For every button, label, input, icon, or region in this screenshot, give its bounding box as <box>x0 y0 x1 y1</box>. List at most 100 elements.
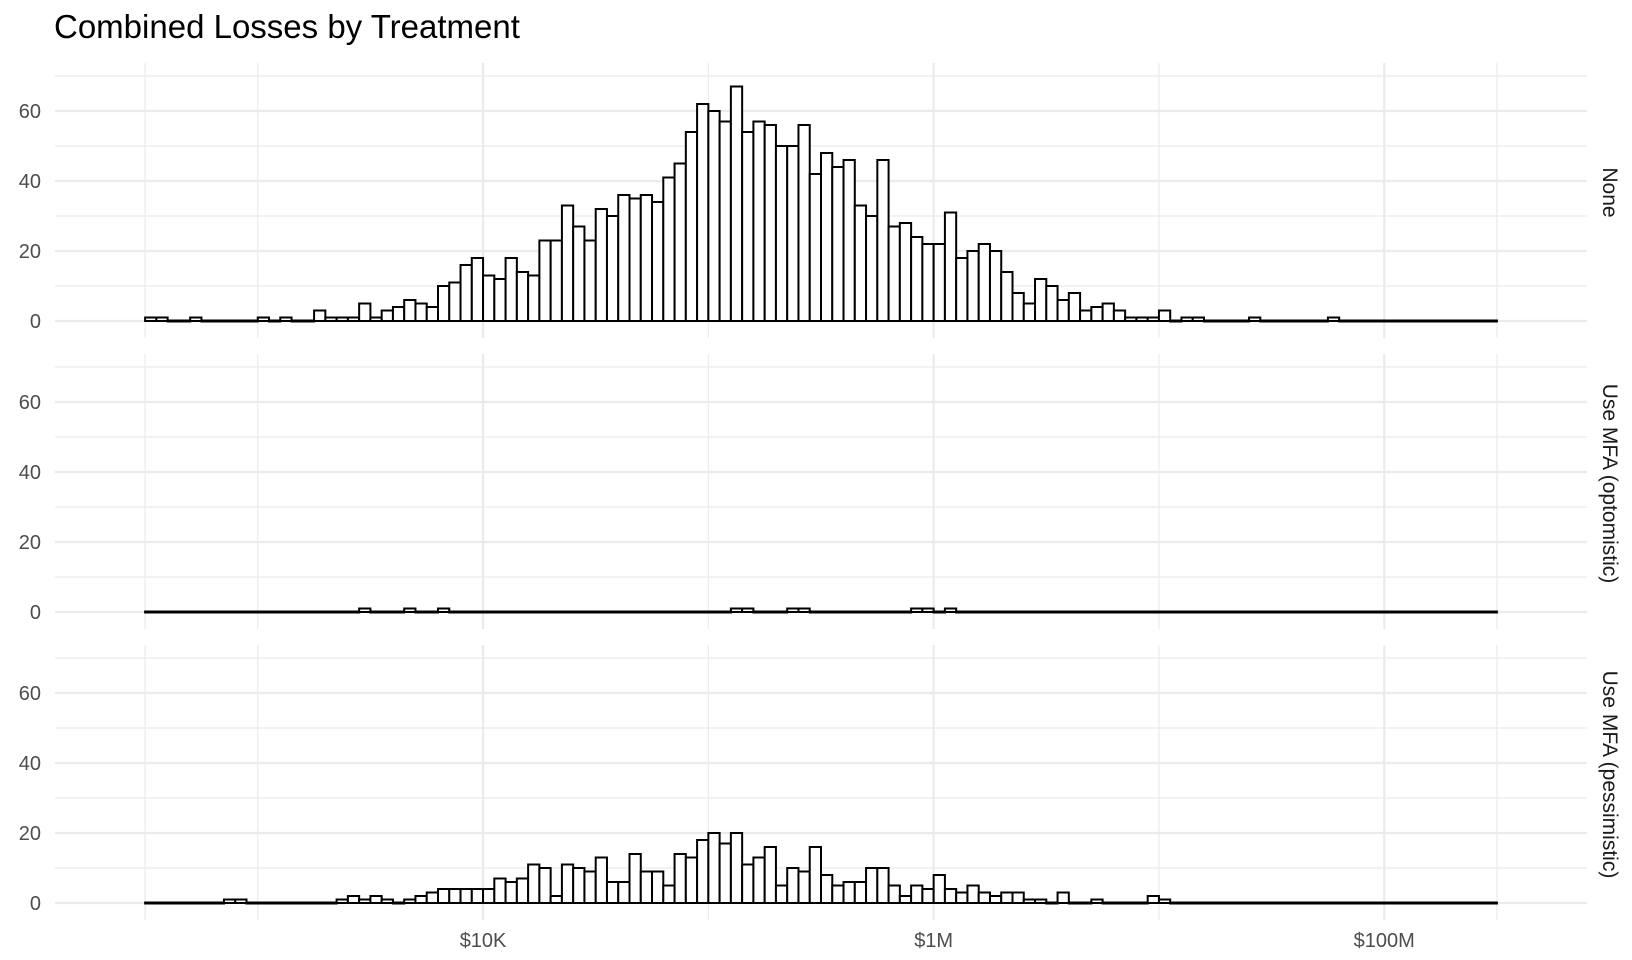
histogram-bar <box>1090 306 1104 322</box>
histogram-bar <box>1417 610 1431 614</box>
histogram-bar <box>1371 610 1386 614</box>
histogram-bar <box>977 243 991 322</box>
histogram-bar <box>1000 891 1014 904</box>
histogram-bar <box>1270 901 1284 905</box>
histogram-bar <box>1180 316 1194 322</box>
histogram-bar <box>1304 610 1318 614</box>
histogram-bar <box>1079 309 1093 322</box>
histogram-bar <box>966 250 980 322</box>
histogram-bar <box>1417 901 1431 905</box>
histogram-bar <box>797 607 811 613</box>
histogram-bar <box>234 319 248 323</box>
histogram-bar <box>808 610 822 614</box>
histogram-bar <box>696 839 710 904</box>
histogram-bar <box>1349 610 1363 614</box>
histogram-bar <box>245 901 259 905</box>
histogram-bar <box>898 610 913 614</box>
histogram-bar <box>1090 610 1104 614</box>
histogram-bar <box>1236 901 1251 905</box>
histogram-bar <box>1315 901 1329 905</box>
histogram-bar <box>549 895 563 904</box>
histogram-bar <box>459 264 473 322</box>
histogram-bar <box>955 610 969 614</box>
histogram-bar <box>605 215 620 322</box>
histogram-bar <box>1349 901 1363 905</box>
histogram-bar <box>955 257 969 322</box>
facet-strip-label: Use MFA (pessimistic) <box>1598 671 1621 879</box>
histogram-bar <box>797 870 811 904</box>
histogram-bar <box>1270 610 1284 614</box>
histogram-bar <box>617 194 631 322</box>
histogram-bar <box>1146 895 1160 904</box>
histogram-bar <box>335 316 349 322</box>
histogram-bar <box>290 319 304 323</box>
histogram-bar <box>684 131 699 322</box>
histogram-bar <box>808 173 822 322</box>
histogram-bar <box>1135 316 1149 322</box>
histogram-bar <box>1022 302 1037 322</box>
histogram-bar <box>1338 610 1352 614</box>
histogram-bar <box>842 610 856 614</box>
histogram-bar <box>966 884 980 904</box>
histogram-bar <box>335 898 349 904</box>
facet-panel: 0 20 40 60 None <box>19 63 1621 338</box>
y-tick-label: 60 <box>19 101 41 123</box>
histogram-bar <box>943 888 958 904</box>
histogram-bar <box>493 877 507 904</box>
x-tick-label: $100M <box>1354 930 1415 952</box>
histogram-bar <box>741 863 755 904</box>
histogram-bar <box>977 891 991 904</box>
histogram-bar <box>515 271 530 322</box>
histogram-bar <box>222 319 237 323</box>
histogram-bar <box>1112 610 1127 614</box>
histogram-bar <box>1214 319 1228 323</box>
histogram-bar <box>144 901 158 905</box>
histogram-bar <box>1259 610 1273 614</box>
histogram-bar <box>1338 319 1352 323</box>
histogram-bar <box>628 197 642 322</box>
histogram-bar <box>1383 610 1397 614</box>
histogram-bar <box>1394 319 1408 323</box>
y-tick-label: 40 <box>19 462 41 484</box>
histogram-bar <box>1360 610 1374 614</box>
histogram-bar <box>853 610 868 614</box>
histogram-bar <box>1439 610 1453 614</box>
x-axis: $10K $1M $100M <box>460 930 1415 952</box>
histogram-bar <box>932 243 946 322</box>
histogram-bar <box>1169 610 1183 614</box>
histogram-bar <box>1067 610 1082 614</box>
histogram-bar <box>741 607 755 613</box>
histogram-bar <box>268 610 282 614</box>
histogram-bar <box>662 610 676 614</box>
y-tick-label: 60 <box>19 392 41 414</box>
histogram-bar <box>876 159 890 322</box>
histogram-bar <box>1473 901 1487 905</box>
histogram-bar <box>482 888 496 904</box>
y-tick-label: 20 <box>19 823 41 845</box>
histogram-bar <box>324 901 338 905</box>
histogram-bar <box>324 610 338 614</box>
histogram-bar <box>752 120 766 322</box>
histogram-bar <box>583 870 597 904</box>
histogram-bar <box>1484 319 1498 323</box>
histogram-bar <box>696 610 710 614</box>
histogram-bar <box>346 610 361 614</box>
histogram-bar <box>729 832 744 904</box>
histogram-bar <box>1124 901 1138 905</box>
histogram-bar <box>279 316 293 322</box>
histogram-bar <box>527 863 541 904</box>
histogram-bar <box>572 610 586 614</box>
histogram-bar <box>1203 610 1217 614</box>
histogram-bar <box>279 901 293 905</box>
histogram-bar <box>662 884 676 904</box>
histogram-bar <box>1146 610 1160 614</box>
histogram-bar <box>527 610 541 614</box>
histogram-bar <box>1315 319 1329 323</box>
histogram-bar <box>673 162 687 322</box>
histogram-bar <box>493 278 507 322</box>
histogram-bar <box>515 610 530 614</box>
histogram-bar <box>1124 610 1138 614</box>
histogram-bar <box>1428 610 1442 614</box>
histogram-bar <box>583 239 597 322</box>
histogram-bar <box>1270 319 1284 323</box>
